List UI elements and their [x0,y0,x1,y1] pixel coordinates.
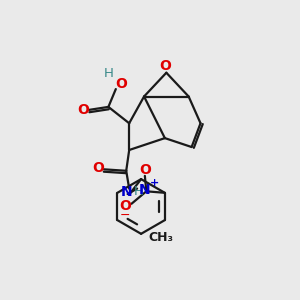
Text: O: O [139,163,151,177]
Text: −: − [120,208,130,222]
Text: N: N [120,184,132,199]
Text: O: O [159,59,171,73]
Text: H: H [103,67,113,80]
Text: O: O [115,77,127,91]
Text: O: O [119,199,131,213]
Text: H: H [134,185,144,198]
Text: O: O [77,103,89,117]
Text: CH₃: CH₃ [149,231,174,244]
Text: +: + [150,178,159,188]
Text: O: O [92,161,104,175]
Text: N: N [139,183,151,197]
